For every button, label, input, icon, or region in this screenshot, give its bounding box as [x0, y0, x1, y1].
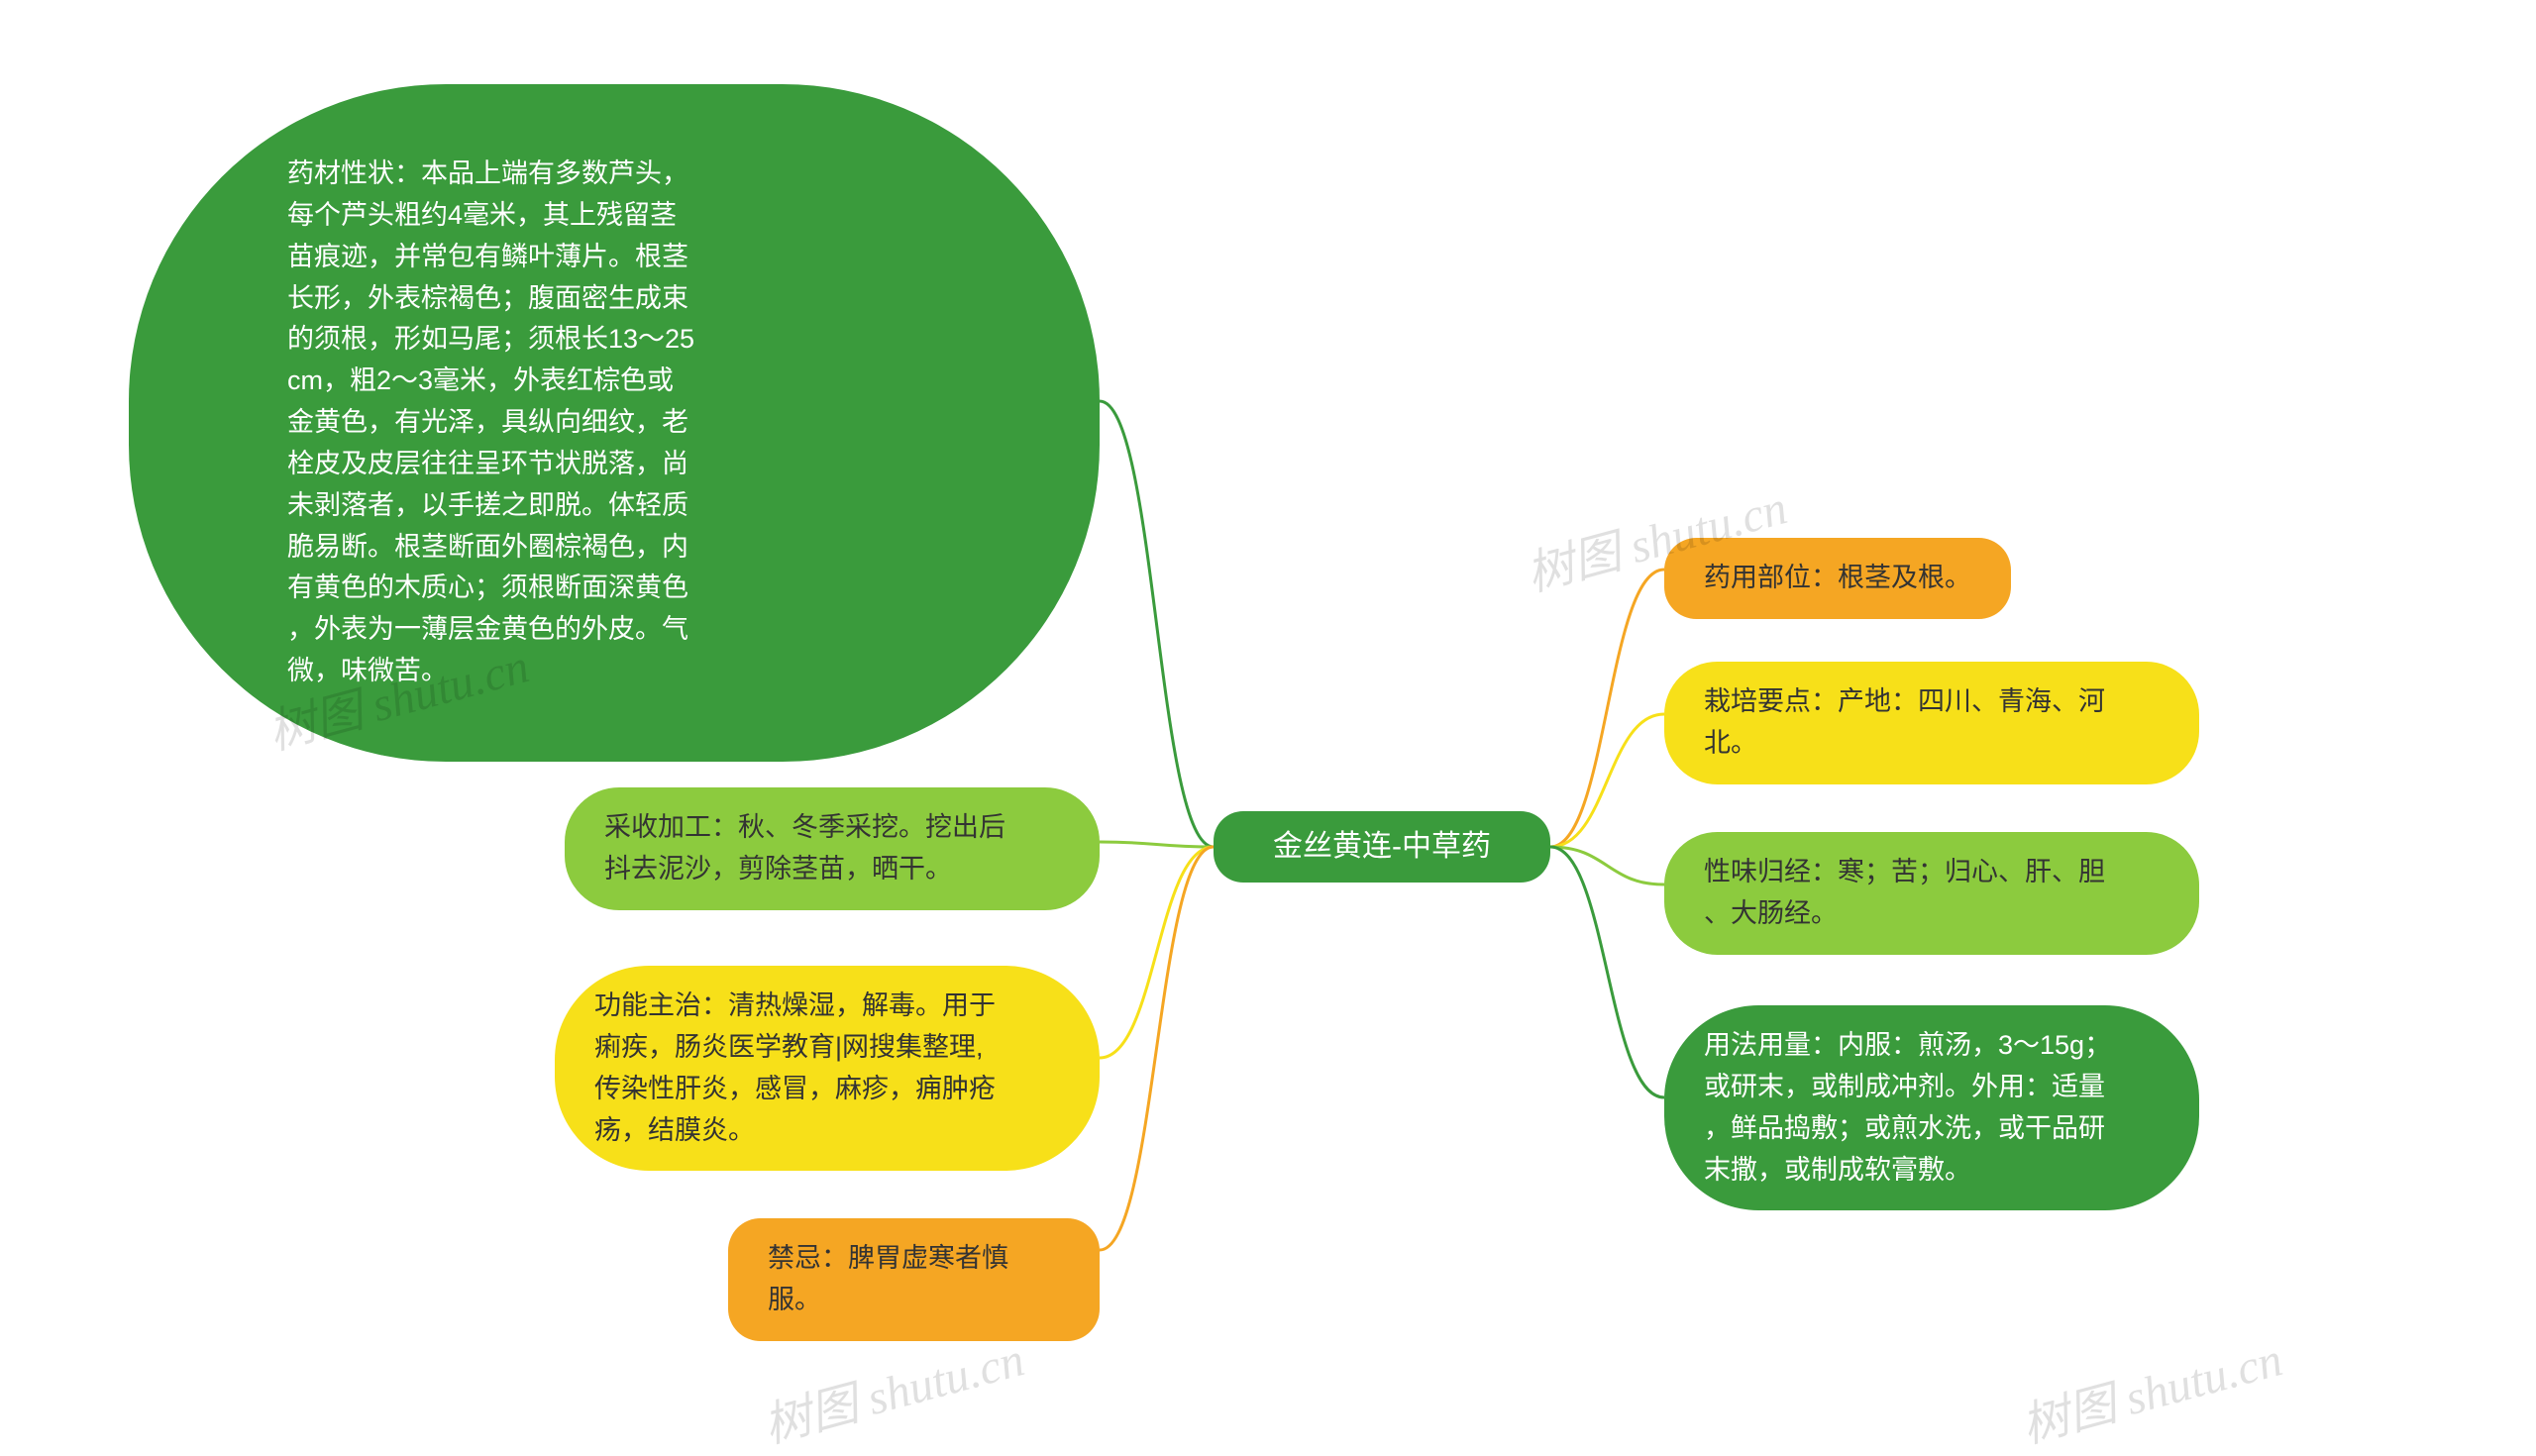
node-part-label: 药用部位：根茎及根。 — [1704, 558, 1971, 599]
node-char: 药材性状：本品上端有多数芦头，每个芦头粗约4毫米，其上残留茎苗痕迹，并常包有鳞叶… — [129, 84, 1100, 762]
node-flavor: 性味归经：寒；苦；归心、肝、胆、大肠经。 — [1664, 832, 2199, 955]
node-function-label: 功能主治：清热燥湿，解毒。用于痢疾，肠炎医学教育|网搜集整理,传染性肝炎，感冒，… — [594, 986, 1060, 1151]
node-part: 药用部位：根茎及根。 — [1664, 538, 2011, 619]
node-taboo-label: 禁忌：脾胃虚寒者慎服。 — [768, 1238, 1060, 1321]
edge — [1550, 847, 1664, 884]
node-function: 功能主治：清热燥湿，解毒。用于痢疾，肠炎医学教育|网搜集整理,传染性肝炎，感冒，… — [555, 966, 1100, 1171]
node-usage: 用法用量：内服：煎汤，3～15g；或研末，或制成冲剂。外用：适量，鲜品捣敷；或煎… — [1664, 1005, 2199, 1210]
edge — [1100, 847, 1214, 1250]
center-label: 金丝黄连-中草药 — [1273, 824, 1491, 871]
node-flavor-label: 性味归经：寒；苦；归心、肝、胆、大肠经。 — [1704, 852, 2160, 935]
edge — [1550, 570, 1664, 847]
node-cultivate-label: 栽培要点：产地：四川、青海、河北。 — [1704, 681, 2160, 765]
watermark: 树图 shutu.cn — [2013, 1320, 2288, 1456]
center-node: 金丝黄连-中草药 — [1214, 811, 1550, 883]
node-cultivate: 栽培要点：产地：四川、青海、河北。 — [1664, 662, 2199, 784]
node-taboo: 禁忌：脾胃虚寒者慎服。 — [728, 1218, 1100, 1341]
edge — [1100, 847, 1214, 1058]
node-harvest: 采收加工：秋、冬季采挖。挖出后抖去泥沙，剪除茎苗，晒干。 — [565, 787, 1100, 910]
edge — [1550, 714, 1664, 847]
edge — [1100, 401, 1214, 847]
mindmap-diagram: 金丝黄连-中草药 药材性状：本品上端有多数芦头，每个芦头粗约4毫米，其上残留茎苗痕… — [0, 0, 2536, 1370]
node-usage-label: 用法用量：内服：煎汤，3～15g；或研末，或制成冲剂。外用：适量，鲜品捣敷；或煎… — [1704, 1025, 2160, 1191]
edge — [1100, 842, 1214, 847]
node-harvest-label: 采收加工：秋、冬季采挖。挖出后抖去泥沙，剪除茎苗，晒干。 — [604, 807, 1060, 890]
edge — [1550, 847, 1664, 1097]
node-char-label: 药材性状：本品上端有多数芦头，每个芦头粗约4毫米，其上残留茎苗痕迹，并常包有鳞叶… — [287, 154, 951, 692]
